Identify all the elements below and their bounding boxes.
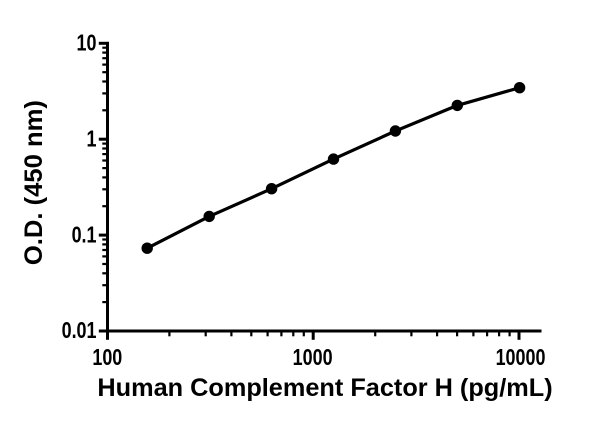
svg-text:0.1: 0.1 (72, 222, 97, 248)
svg-text:100: 100 (92, 345, 122, 371)
svg-text:10: 10 (77, 30, 97, 56)
svg-text:0.01: 0.01 (62, 318, 97, 344)
svg-text:O.D. (450 nm): O.D. (450 nm) (20, 100, 48, 265)
svg-text:1000: 1000 (293, 345, 333, 371)
svg-text:1: 1 (87, 126, 97, 152)
svg-text:10000: 10000 (496, 345, 546, 371)
svg-text:Human Complement Factor H (pg/: Human Complement Factor H (pg/mL) (97, 374, 552, 402)
